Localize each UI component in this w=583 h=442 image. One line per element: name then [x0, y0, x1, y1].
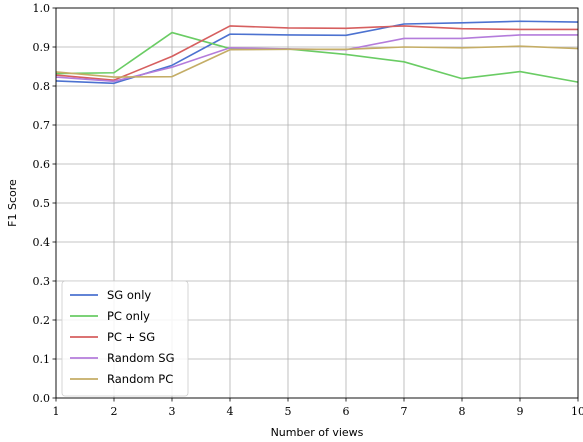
legend-label: Random SG	[107, 351, 174, 365]
x-tick-label: 2	[111, 405, 118, 418]
series-lines	[55, 20, 579, 85]
y-tick-label: 0.5	[33, 197, 51, 210]
x-tick-label: 5	[285, 405, 292, 418]
y-tick-label: 0.3	[33, 275, 51, 288]
x-tick-label: 7	[401, 405, 408, 418]
x-axis-label: Number of views	[271, 426, 364, 439]
y-tick-label: 0.1	[33, 353, 51, 366]
x-tick-label: 3	[169, 405, 176, 418]
x-tick-label: 8	[459, 405, 466, 418]
legend-label: SG only	[107, 288, 151, 302]
y-tick-label: 0.6	[33, 158, 51, 171]
series-line-pc-only	[55, 31, 579, 83]
y-tick-label: 0.2	[33, 314, 51, 327]
y-tick-label: 0.7	[33, 119, 51, 132]
legend-label: PC only	[107, 309, 150, 323]
series-line-random-pc	[55, 45, 579, 78]
legend: SG only PC only PC + SG Random SG Random PC	[61, 280, 189, 397]
x-tick-label: 10	[571, 405, 583, 418]
y-tick-label: 0.8	[33, 80, 51, 93]
legend-label: PC + SG	[107, 330, 155, 344]
legend-label: Random PC	[107, 372, 173, 386]
y-tick-label: 1.0	[33, 2, 51, 15]
x-tick-label: 4	[227, 405, 234, 418]
x-axis-ticks: 1 2 3 4 5 6 7 8 9 10	[53, 398, 583, 418]
y-axis-ticks: 0.0 0.1 0.2 0.3 0.4 0.5 0.6 0.7 0.8 0.9 1.0	[33, 2, 56, 405]
y-axis-label: F1 Score	[6, 179, 19, 227]
x-tick-label: 1	[53, 405, 60, 418]
y-tick-label: 0.0	[33, 392, 51, 405]
series-line-pc-sg	[55, 25, 578, 81]
x-tick-label: 6	[343, 405, 350, 418]
y-tick-label: 0.4	[33, 236, 51, 249]
x-tick-label: 9	[517, 405, 524, 418]
legend-box	[61, 280, 189, 397]
y-tick-label: 0.9	[33, 41, 51, 54]
